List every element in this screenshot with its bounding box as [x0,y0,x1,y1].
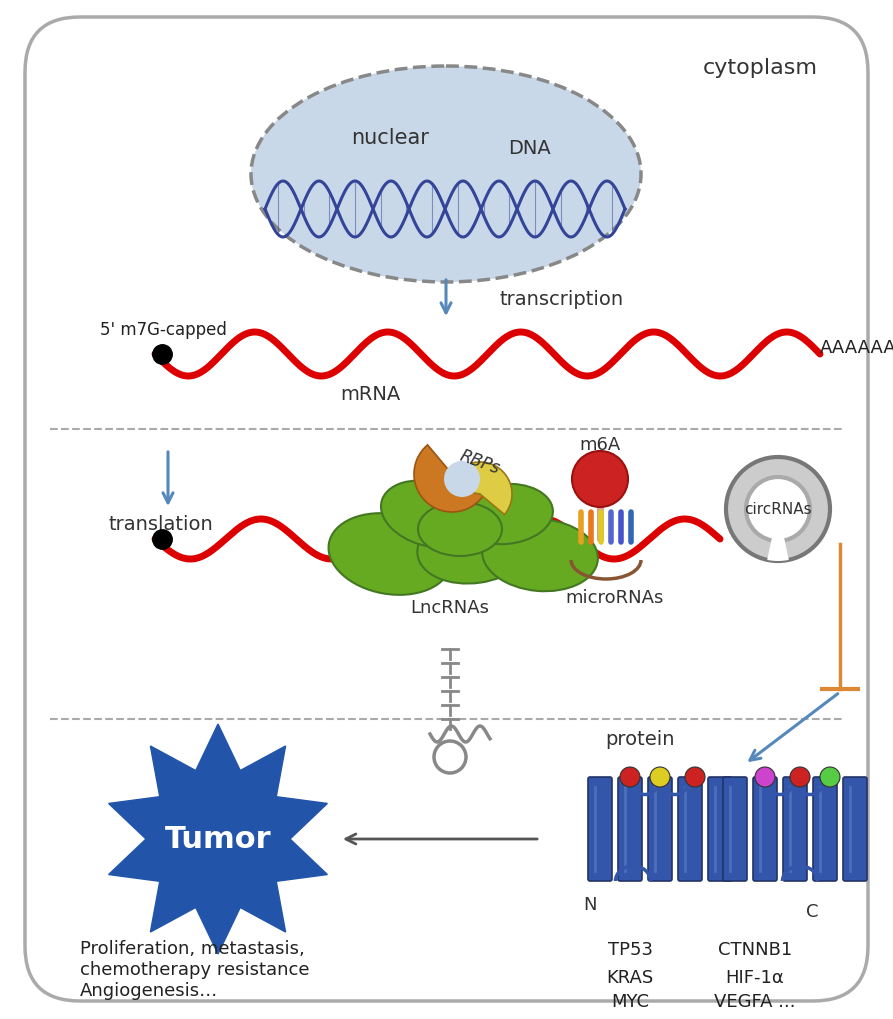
Wedge shape [414,445,490,513]
Ellipse shape [457,484,553,544]
Ellipse shape [418,502,502,556]
FancyBboxPatch shape [588,777,612,881]
Text: KRAS: KRAS [606,968,654,986]
Wedge shape [767,510,789,561]
Text: Tumor: Tumor [164,824,271,854]
Circle shape [746,478,810,541]
Circle shape [820,767,840,788]
FancyBboxPatch shape [843,777,867,881]
FancyBboxPatch shape [618,777,642,881]
Circle shape [620,767,640,788]
Text: translation: translation [108,515,213,534]
Text: VEGFA ...: VEGFA ... [714,993,796,1010]
Text: circRNAs: circRNAs [744,502,812,517]
Text: RBPs: RBPs [457,446,503,477]
Text: Proliferation, metastasis,
chemotherapy resistance
Angiogenesis…: Proliferation, metastasis, chemotherapy … [80,940,310,999]
FancyBboxPatch shape [678,777,702,881]
Ellipse shape [482,520,598,592]
Circle shape [726,458,830,561]
FancyBboxPatch shape [813,777,837,881]
Wedge shape [448,463,512,515]
Circle shape [434,741,466,773]
FancyBboxPatch shape [753,777,777,881]
Text: HIF-1α: HIF-1α [726,968,784,986]
Text: transcription: transcription [500,290,624,309]
Text: CTNNB1: CTNNB1 [718,941,792,958]
Ellipse shape [381,481,479,548]
Text: cytoplasm: cytoplasm [703,58,817,77]
Text: microRNAs: microRNAs [566,588,664,606]
Circle shape [650,767,670,788]
Text: 5' m7G-capped: 5' m7G-capped [100,321,227,338]
Ellipse shape [417,511,532,584]
Text: protein: protein [605,730,675,749]
Text: nuclear: nuclear [351,127,429,148]
Text: DNA: DNA [509,139,551,157]
Ellipse shape [251,67,641,282]
Circle shape [685,767,705,788]
Text: N: N [583,895,597,913]
Circle shape [444,462,480,497]
Circle shape [572,451,628,507]
FancyBboxPatch shape [648,777,672,881]
FancyBboxPatch shape [25,18,868,1001]
FancyBboxPatch shape [723,777,747,881]
Ellipse shape [329,514,452,595]
FancyBboxPatch shape [783,777,807,881]
Circle shape [790,767,810,788]
Text: mRNA: mRNA [340,385,400,405]
FancyBboxPatch shape [708,777,732,881]
Text: MYC: MYC [611,993,649,1010]
Text: LncRNAs: LncRNAs [411,598,489,616]
Polygon shape [109,725,328,954]
Text: m6A: m6A [580,435,621,453]
Text: AAAAAAAA: AAAAAAAA [820,338,893,357]
Text: C: C [805,902,818,920]
Text: TP53: TP53 [607,941,653,958]
Circle shape [755,767,775,788]
